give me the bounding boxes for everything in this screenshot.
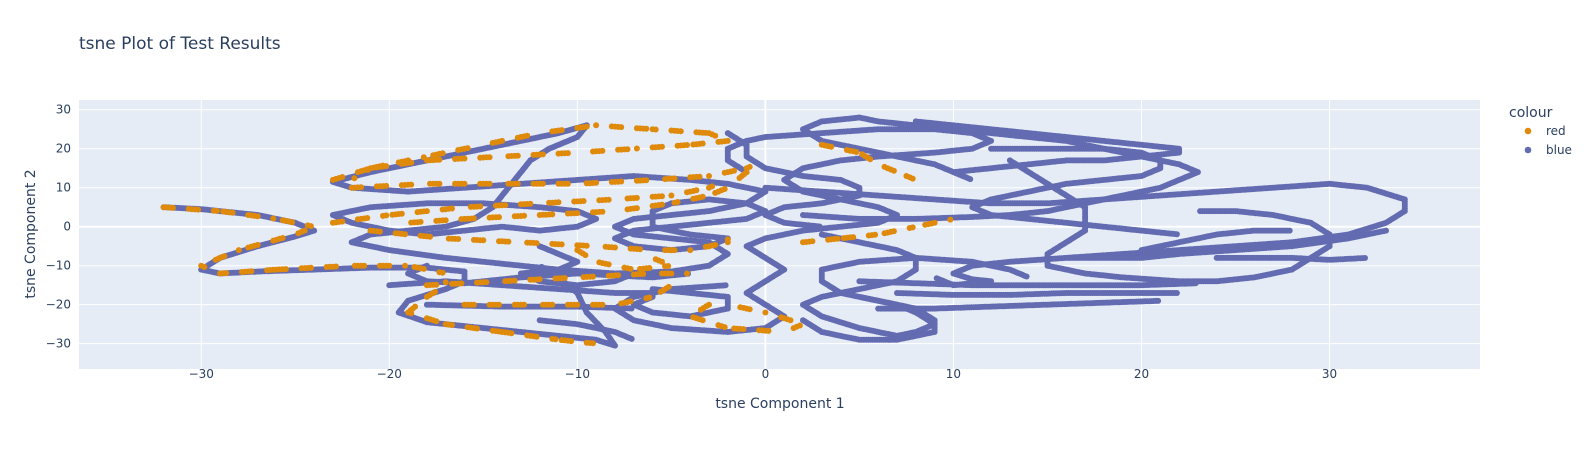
x-tick-label: −30 xyxy=(189,367,214,381)
point-blue xyxy=(384,227,391,234)
x-tick-label: 0 xyxy=(762,367,770,381)
x-axis-ticks: −30 −20 −10 0 10 20 30 xyxy=(189,367,1338,381)
y-tick-label: −20 xyxy=(46,298,71,312)
point-blue xyxy=(1197,208,1204,215)
y-tick-label: 30 xyxy=(56,103,71,117)
point-blue xyxy=(628,305,635,312)
point-blue xyxy=(722,282,729,289)
y-tick-label: −10 xyxy=(46,259,71,273)
point-blue xyxy=(952,168,959,175)
point-blue xyxy=(1173,231,1180,238)
x-tick-label: −10 xyxy=(565,367,590,381)
point-blue xyxy=(628,335,635,342)
x-tick-label: 10 xyxy=(946,367,961,381)
y-tick-label: 0 xyxy=(63,220,71,234)
y-tick-label: 20 xyxy=(56,142,71,156)
x-tick-label: −20 xyxy=(377,367,402,381)
point-blue xyxy=(649,210,656,217)
y-tick-label: 10 xyxy=(56,181,71,195)
x-tick-label: 30 xyxy=(1322,367,1337,381)
point-blue xyxy=(967,176,974,183)
y-axis-ticks: −30 −20 −10 0 10 20 30 xyxy=(46,103,71,351)
y-tick-label: −30 xyxy=(46,337,71,351)
chart-title: tsne Plot of Test Results xyxy=(79,34,281,54)
point-blue xyxy=(1065,254,1072,261)
point-blue xyxy=(816,223,823,230)
data-points xyxy=(160,114,1408,349)
x-tick-label: 20 xyxy=(1134,367,1149,381)
